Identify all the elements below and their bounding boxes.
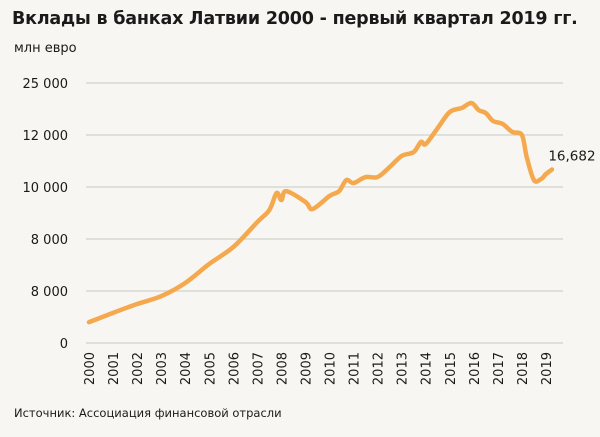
y-tick-label: 0 — [60, 337, 68, 352]
x-tick-label: 2009 — [299, 352, 314, 385]
chart-title: Вклады в банках Латвии 2000 - первый ква… — [12, 9, 578, 29]
y-tick-label: 12 000 — [23, 129, 69, 144]
x-tick-label: 2008 — [275, 352, 290, 385]
x-tick-label: 2019 — [540, 352, 555, 385]
x-tick-label: 2011 — [348, 352, 363, 385]
x-tick-label: 2000 — [83, 352, 98, 385]
x-tick-label: 2002 — [131, 352, 146, 385]
x-tick-label: 2017 — [492, 352, 507, 385]
x-tick-label: 2003 — [155, 352, 170, 385]
y-tick-label: 8 000 — [31, 233, 68, 248]
source-note: Источник: Ассоциация финансовой отрасли — [14, 406, 282, 420]
x-tick-label: 2013 — [396, 352, 411, 385]
y-tick-label: 25 000 — [23, 77, 69, 92]
x-tick-label: 2015 — [444, 352, 459, 385]
series-line — [86, 100, 555, 325]
x-tick-label: 2005 — [203, 352, 218, 385]
x-tick-label: 2004 — [179, 352, 194, 385]
y-axis-unit: млн евро — [14, 41, 77, 56]
x-tick-label: 2012 — [372, 352, 387, 385]
x-tick-label: 2001 — [107, 352, 122, 385]
last-value-label: 16,682 — [548, 149, 595, 165]
y-tick-label: 10 000 — [23, 181, 69, 196]
x-tick-label: 2006 — [227, 352, 242, 385]
y-tick-label: 8 000 — [31, 285, 68, 300]
x-tick-label: 2016 — [468, 352, 483, 385]
x-tick-label: 2010 — [324, 352, 339, 385]
x-tick-label: 2007 — [251, 352, 266, 385]
x-tick-label: 2018 — [516, 352, 531, 385]
x-tick-label: 2014 — [420, 352, 435, 385]
